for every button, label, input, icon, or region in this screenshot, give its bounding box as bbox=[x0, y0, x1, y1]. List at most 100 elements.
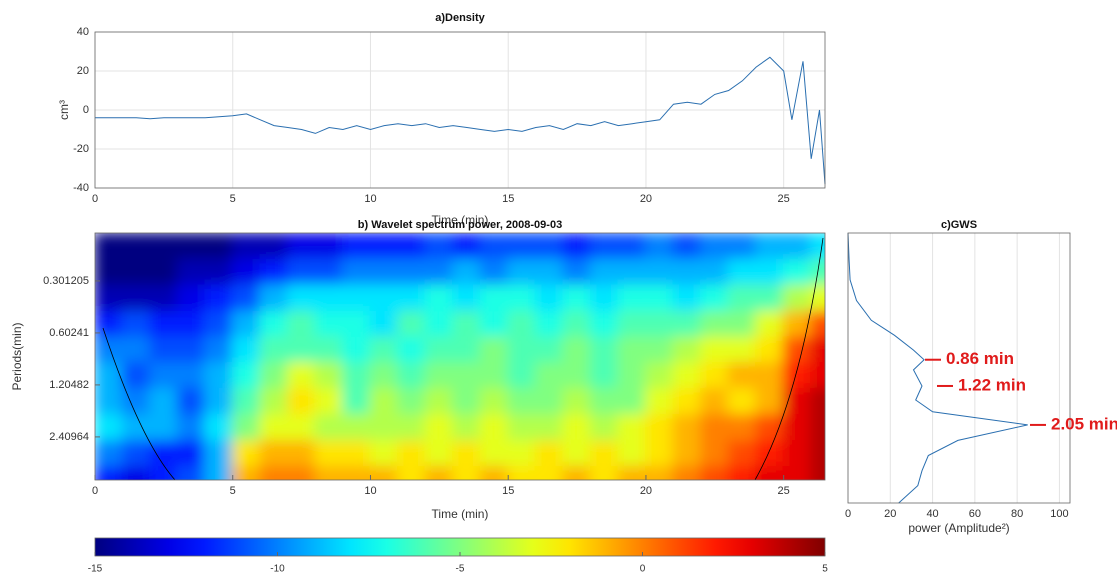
heat-cell bbox=[259, 310, 289, 339]
heat-cell bbox=[121, 362, 152, 391]
heat-cell bbox=[121, 336, 152, 365]
heat-cell bbox=[507, 414, 537, 443]
x-tick-label: 0 bbox=[92, 485, 98, 497]
heat-cell bbox=[755, 284, 785, 313]
heat-cell bbox=[782, 310, 813, 339]
heat-cell bbox=[95, 466, 124, 480]
y-axis-label: Periods(min) bbox=[10, 322, 24, 390]
heat-cell bbox=[259, 233, 289, 261]
heat-cell bbox=[231, 336, 262, 365]
heat-cell bbox=[782, 362, 813, 391]
heat-cell bbox=[259, 414, 289, 443]
heat-cell bbox=[507, 387, 537, 416]
heat-cell bbox=[204, 387, 234, 416]
y-tick-label: -20 bbox=[73, 143, 89, 155]
heat-cell bbox=[727, 258, 758, 287]
heat-cell bbox=[534, 362, 565, 391]
heat-cell bbox=[452, 440, 482, 469]
heat-cell bbox=[314, 414, 344, 443]
heat-cell bbox=[95, 362, 124, 391]
heat-cell bbox=[755, 440, 785, 469]
heat-cell bbox=[672, 258, 703, 287]
colorbar-tick-label: -5 bbox=[456, 564, 465, 575]
heat-cell bbox=[534, 284, 565, 313]
heat-cell bbox=[562, 310, 592, 339]
heat-cell bbox=[617, 440, 647, 469]
heat-cell bbox=[507, 336, 537, 365]
x-tick-label: 20 bbox=[884, 508, 896, 520]
heat-cell bbox=[644, 336, 675, 365]
heat-cell bbox=[452, 336, 482, 365]
heat-cell bbox=[507, 362, 537, 391]
heat-cell bbox=[149, 440, 179, 469]
heat-cell bbox=[176, 466, 207, 480]
heat-cell bbox=[231, 284, 262, 313]
heat-cell bbox=[397, 440, 427, 469]
heat-cell bbox=[259, 284, 289, 313]
heat-cell bbox=[397, 258, 427, 287]
heat-cell bbox=[644, 310, 675, 339]
heat-cell bbox=[231, 310, 262, 339]
heat-cell bbox=[589, 233, 620, 261]
heat-cell bbox=[176, 362, 207, 391]
heat-cell bbox=[672, 466, 703, 480]
y-tick-label: 0 bbox=[83, 104, 89, 116]
heat-cell bbox=[369, 336, 400, 365]
heat-cell bbox=[95, 336, 124, 365]
heat-cell bbox=[589, 336, 620, 365]
heat-cell bbox=[149, 258, 179, 287]
x-axis-label: Time (min) bbox=[432, 507, 489, 521]
heat-cell bbox=[424, 284, 455, 313]
heat-cell bbox=[672, 310, 703, 339]
heat-cell bbox=[810, 284, 825, 313]
x-tick-label: 20 bbox=[640, 485, 652, 497]
heat-cell bbox=[617, 362, 647, 391]
y-axis-label: cm³ bbox=[57, 100, 71, 120]
heat-cell bbox=[369, 387, 400, 416]
heat-cell bbox=[176, 387, 207, 416]
heat-cell bbox=[149, 362, 179, 391]
heat-cell bbox=[507, 258, 537, 287]
heat-cell bbox=[95, 258, 124, 287]
heat-cell bbox=[259, 466, 289, 480]
heat-cell bbox=[231, 387, 262, 416]
heat-cell bbox=[507, 284, 537, 313]
heat-cell bbox=[424, 258, 455, 287]
axes-box bbox=[847, 232, 1071, 504]
heat-cell bbox=[149, 414, 179, 443]
heat-cell bbox=[121, 466, 152, 480]
heat-cell bbox=[562, 362, 592, 391]
x-tick-label: 15 bbox=[502, 485, 514, 497]
heat-cell bbox=[286, 336, 317, 365]
heat-cell bbox=[259, 387, 289, 416]
heat-cell bbox=[782, 336, 813, 365]
heat-cell bbox=[507, 466, 537, 480]
heat-cell bbox=[286, 414, 317, 443]
heat-cell bbox=[369, 440, 400, 469]
heat-cell bbox=[700, 414, 730, 443]
heat-cell bbox=[479, 387, 510, 416]
heat-cell bbox=[424, 362, 455, 391]
chart-title: a)Density bbox=[435, 12, 485, 24]
heat-cell bbox=[452, 362, 482, 391]
heat-cell bbox=[452, 466, 482, 480]
heat-cell bbox=[782, 284, 813, 313]
heat-cell bbox=[369, 362, 400, 391]
heat-cell bbox=[534, 258, 565, 287]
heat-cell bbox=[176, 414, 207, 443]
heat-cell bbox=[755, 258, 785, 287]
x-tick-label: 100 bbox=[1050, 508, 1068, 520]
heat-cell bbox=[700, 336, 730, 365]
heat-cell bbox=[176, 233, 207, 261]
heat-cell bbox=[589, 284, 620, 313]
heat-cell bbox=[700, 284, 730, 313]
heat-cell bbox=[727, 466, 758, 480]
heat-cell bbox=[95, 440, 124, 469]
heat-cell bbox=[397, 284, 427, 313]
heat-cell bbox=[95, 387, 124, 416]
heat-cell bbox=[700, 387, 730, 416]
x-tick-label: 10 bbox=[364, 193, 376, 205]
heat-cell bbox=[121, 284, 152, 313]
heat-cell bbox=[204, 258, 234, 287]
heat-cell bbox=[424, 387, 455, 416]
